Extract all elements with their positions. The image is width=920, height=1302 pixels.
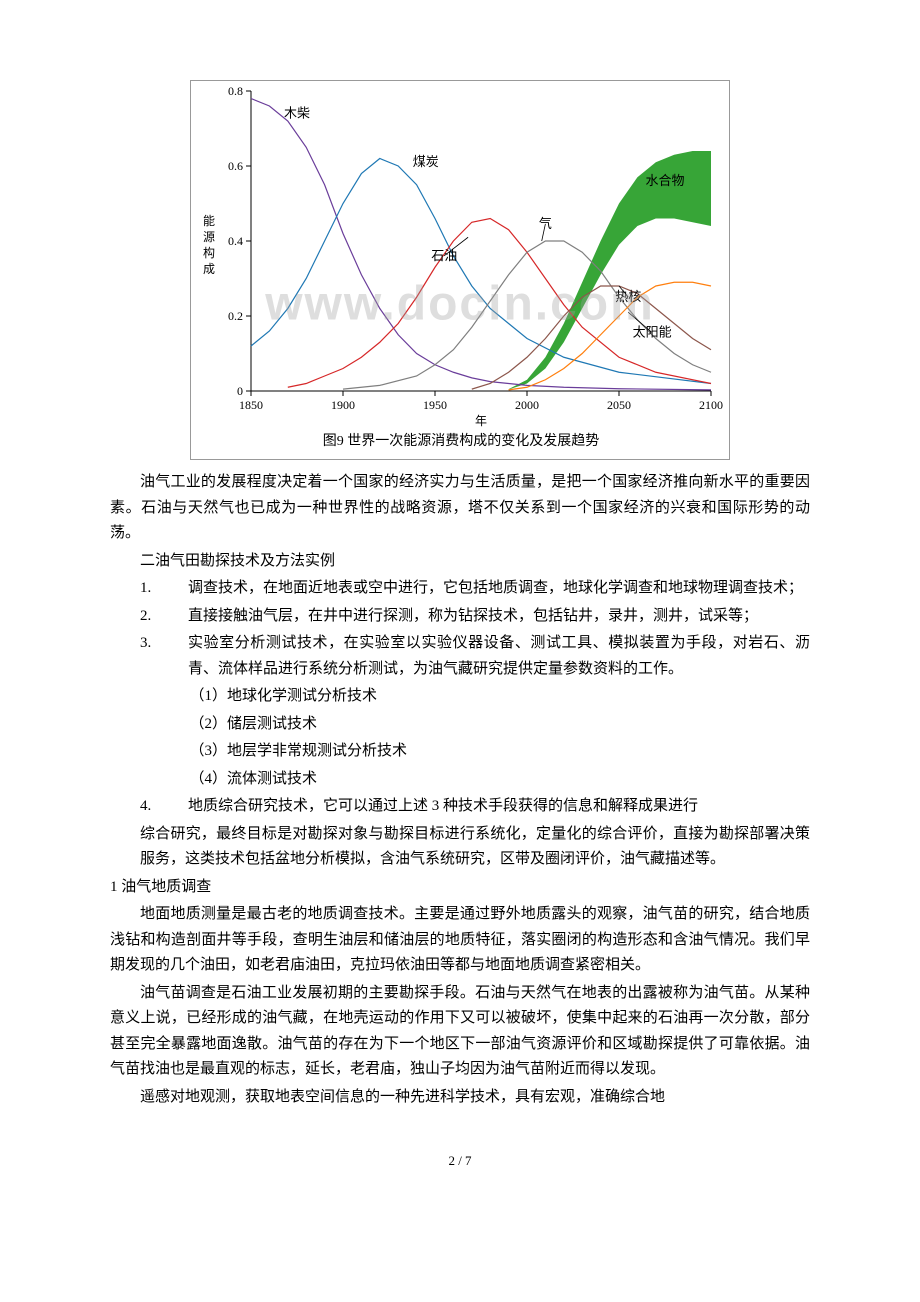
svg-text:太阳能: 太阳能 [633,325,672,340]
body-paragraph: 油气苗调查是石油工业发展初期的主要勘探手段。石油与天然气在地表的出露被称为油气苗… [110,981,810,1083]
svg-text:热核: 热核 [615,289,641,304]
svg-text:2050: 2050 [607,398,631,412]
list-item: 3. 实验室分析测试技术，在实验室以实验仪器设备、测试工具、模拟装置为手段，对岩… [140,631,810,682]
svg-text:1850: 1850 [239,398,263,412]
svg-text:图9 世界一次能源消费构成的变化及发展趋势: 图9 世界一次能源消费构成的变化及发展趋势 [323,433,600,449]
svg-text:2000: 2000 [515,398,539,412]
page-number: 2 / 7 [110,1150,810,1172]
chart-svg: 0 0.2 0.4 0.6 0.8 1850 1900 1950 2000 2050 2100 年 能源… [191,81,731,461]
list-item: 2. 直接接触油气层，在井中进行探测，称为钻探技术，包括钻井，录井，测井，试采等… [140,604,810,630]
svg-text:水合物: 水合物 [645,173,684,188]
body-paragraph: 地面地质测量是最古老的地质调查技术。主要是通过野外地质露头的观察，油气苗的研究，… [110,902,810,979]
svg-text:1900: 1900 [331,398,355,412]
svg-text:能: 能 [203,214,215,228]
svg-text:煤炭: 煤炭 [413,154,439,169]
svg-text:0.4: 0.4 [228,234,243,248]
sublist-item: （4）流体测试技术 [190,767,811,793]
svg-text:0.2: 0.2 [228,309,243,323]
item-number: 3. [140,631,188,682]
intro-paragraph: 油气工业的发展程度决定着一个国家的经济实力与生活质量，是把一个国家经济推向新水平… [110,470,810,547]
svg-text:年: 年 [475,414,487,428]
svg-text:2100: 2100 [699,398,723,412]
item-number: 4. [140,794,188,820]
svg-text:气: 气 [539,216,552,231]
svg-text:0.8: 0.8 [228,84,243,98]
svg-text:1950: 1950 [423,398,447,412]
sublist-3: （1）地球化学测试分析技术 （2）储层测试技术 （3）地层学非常规测试分析技术 … [190,684,811,792]
item-text: 直接接触油气层，在井中进行探测，称为钻探技术，包括钻井，录井，测井，试采等； [188,604,810,630]
svg-text:源: 源 [203,230,215,244]
svg-text:构: 构 [203,245,215,260]
svg-text:成: 成 [203,262,215,276]
energy-chart: www.docin.com 00.20.40.60.81850190019502… [190,80,730,460]
item-text: 调查技术，在地面近地表或空中进行，它包括地质调查，地球化学调查和地球物理调查技术… [188,576,810,602]
section-title: 二油气田勘探技术及方法实例 [110,549,810,575]
item-number: 2. [140,604,188,630]
svg-text:木柴: 木柴 [284,105,310,120]
item-text: 地质综合研究技术，它可以通过上述 3 种技术手段获得的信息和解释成果进行 [188,794,810,820]
list-item-4: 4. 地质综合研究技术，它可以通过上述 3 种技术手段获得的信息和解释成果进行 [140,794,810,820]
sublist-item: （2）储层测试技术 [190,712,811,738]
method-list: 1. 调查技术，在地面近地表或空中进行，它包括地质调查，地球化学调查和地球物理调… [140,576,810,682]
item-text: 实验室分析测试技术，在实验室以实验仪器设备、测试工具、模拟装置为手段，对岩石、沥… [188,631,810,682]
body-paragraph: 遥感对地观测，获取地表空间信息的一种先进科学技术，具有宏观，准确综合地 [110,1085,810,1111]
svg-text:石油: 石油 [431,248,457,263]
sublist-item: （1）地球化学测试分析技术 [190,684,811,710]
item-number: 1. [140,576,188,602]
sublist-item: （3）地层学非常规测试分析技术 [190,739,811,765]
svg-text:0: 0 [237,384,243,398]
subsection-heading: 1 油气地质调查 [110,875,810,901]
item4-continue: 综合研究，最终目标是对勘探对象与勘探目标进行系统化，定量化的综合评价，直接为勘探… [140,822,810,873]
list-item: 1. 调查技术，在地面近地表或空中进行，它包括地质调查，地球化学调查和地球物理调… [140,576,810,602]
svg-text:0.6: 0.6 [228,159,243,173]
